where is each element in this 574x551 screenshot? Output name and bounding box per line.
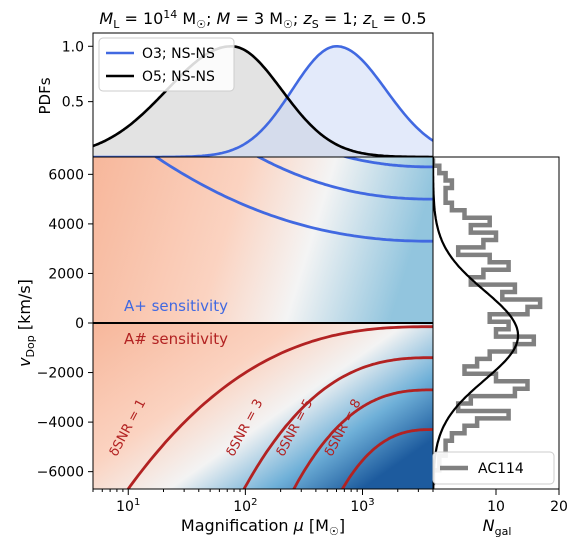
pdf-o5-fill: [93, 46, 433, 157]
snr-curve-2: [242, 356, 433, 489]
legend-ac114-label: AC114: [478, 461, 524, 477]
pdf-legend: O3; NS-NS O5; NS-NS: [98, 37, 235, 92]
snr-curve-1: [126, 325, 433, 489]
main-xtick-label: 103: [350, 497, 374, 515]
main-ytick-label: 4000: [48, 217, 84, 233]
main-ytick-label: −4000: [37, 415, 84, 431]
hist-legend: AC114: [432, 451, 555, 485]
main-ytick-label: 0: [75, 316, 84, 332]
histogram-panel: 10 20 Ngal AC114: [432, 156, 568, 538]
figure-title: ML = 1014 M☉; M = 3 M☉; zS = 1; zL = 0.5: [99, 8, 426, 31]
hist-xtick-label: 20: [550, 499, 568, 515]
hist-gaussian-fit: [433, 157, 520, 489]
legend-o5-label: O5; NS-NS: [142, 69, 215, 85]
pdf-panel: 0.5 1.0 PDFs O3; NS-NS O5; NS-NS: [36, 32, 434, 158]
pdf-o3-line: [93, 45, 433, 157]
pdf-ytick-label: 0.5: [62, 95, 84, 111]
hist-xtick-label: 10: [487, 499, 505, 515]
main-ylabel: vDop [km/s]: [15, 279, 37, 367]
hist-xlabel: Ngal: [483, 516, 512, 538]
main-xtick-label: 101: [116, 497, 140, 515]
aplus-curve-2: [255, 157, 433, 201]
snr-curve-4: [340, 428, 433, 489]
main-ytick-label: −6000: [37, 465, 84, 481]
annotation-aplus-sensitivity: A+ sensitivity: [124, 297, 228, 315]
pdf-o3-fill: [93, 46, 433, 157]
main-xtick-label: 102: [233, 497, 257, 515]
main-ytick-label: 2000: [48, 266, 84, 282]
pdf-o5-line: [93, 45, 433, 157]
main-xlabel: Magnification μ [M☉]: [181, 516, 345, 538]
snr-curve-3: [292, 388, 433, 489]
legend-o3-label: O3; NS-NS: [142, 46, 215, 62]
annotation-asharp-sensitivity: A# sensitivity: [124, 330, 228, 348]
main-ytick-label: −2000: [37, 366, 84, 382]
aplus-curve-1: [153, 157, 433, 243]
pdf-ylabel: PDFs: [36, 77, 54, 114]
hist-ac114-steps: [433, 158, 543, 486]
aplus-curve-3: [341, 157, 433, 169]
pdf-ytick-label: 1.0: [62, 39, 84, 55]
main-ytick-label: 6000: [48, 167, 84, 183]
